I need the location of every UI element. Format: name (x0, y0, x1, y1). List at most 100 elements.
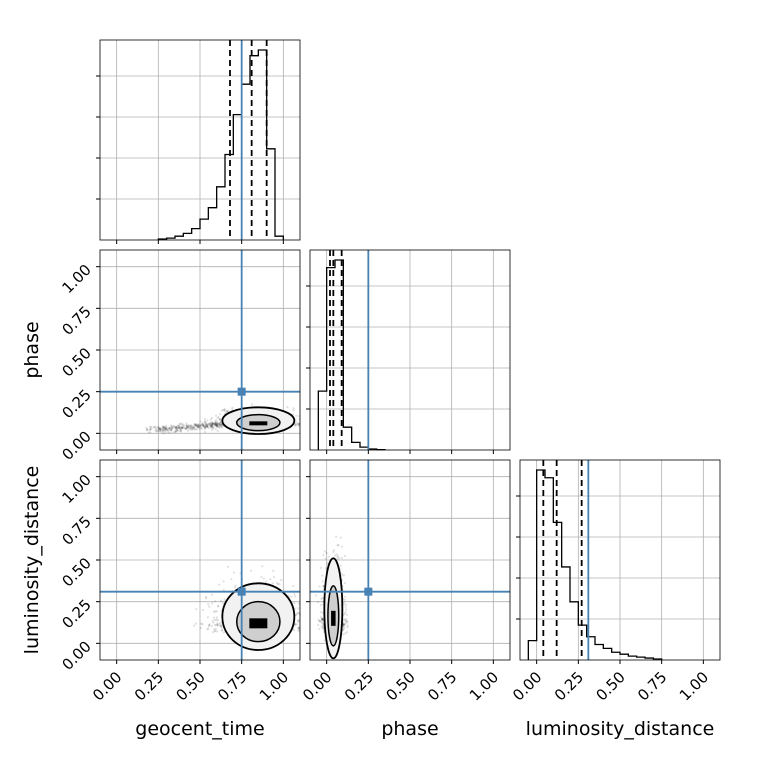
sample-point (214, 600, 217, 603)
sample-point (219, 418, 222, 421)
sample-point (292, 409, 295, 412)
sample-point (222, 588, 225, 592)
sample-point (336, 544, 339, 547)
sample-point (206, 628, 209, 631)
sample-point (219, 423, 222, 426)
sample-point (205, 425, 208, 428)
sample-point (161, 430, 165, 433)
sample-point (208, 423, 212, 426)
sample-point (187, 425, 190, 428)
sample-point (280, 579, 283, 582)
sample-point (210, 426, 213, 429)
sample-point (292, 407, 295, 410)
sample-point (223, 408, 226, 411)
sample-point (264, 580, 268, 583)
sample-point (204, 422, 208, 426)
sample-point (211, 422, 215, 426)
sample-point (170, 426, 174, 429)
sample-point (213, 624, 217, 627)
sample-point (211, 602, 214, 605)
sample-point (223, 408, 226, 411)
sample-point (192, 426, 196, 429)
sample-point (158, 426, 161, 429)
sample-point (222, 409, 225, 412)
sample-point (165, 427, 168, 431)
sample-point (216, 416, 219, 420)
sample-point (174, 426, 177, 429)
sample-point (176, 427, 179, 431)
sample-point (227, 410, 230, 413)
sample-point (214, 424, 217, 428)
sample-point (207, 603, 210, 606)
sample-point (231, 406, 234, 409)
sample-point (208, 623, 211, 627)
tick-label-y: 0.50 (58, 344, 94, 380)
truth-marker (364, 587, 373, 596)
sample-point (212, 616, 216, 619)
sample-point (297, 626, 300, 629)
sample-point (294, 424, 297, 427)
sample-point (209, 421, 212, 425)
sample-point (203, 420, 206, 423)
sample-point (342, 623, 345, 626)
sample-point (179, 430, 182, 433)
sample-point (295, 414, 298, 418)
sample-point (191, 426, 194, 430)
sample-point (175, 425, 178, 429)
sample-point (319, 610, 322, 614)
sample-point (159, 427, 162, 431)
sample-point (342, 623, 345, 626)
sample-point (293, 602, 296, 605)
sample-point (216, 624, 219, 627)
sample-point (208, 424, 212, 427)
sample-point (212, 621, 215, 624)
sample-point (205, 423, 209, 427)
sample-point (215, 618, 218, 621)
sample-point (185, 422, 188, 425)
sample-point (278, 582, 281, 586)
sample-point (343, 627, 346, 631)
sample-point (230, 408, 234, 411)
sample-point (320, 604, 323, 607)
sample-point (157, 427, 161, 431)
sample-point (206, 425, 209, 429)
sample-point (318, 585, 321, 588)
sample-point (149, 431, 152, 434)
sample-point (220, 626, 223, 629)
sample-point (202, 423, 205, 427)
sample-point (158, 426, 161, 430)
sample-point (162, 426, 166, 429)
sample-point (318, 620, 321, 623)
sample-point (269, 577, 272, 581)
sample-point (319, 620, 322, 623)
sample-point (148, 426, 152, 429)
sample-point (197, 425, 200, 428)
sample-point (211, 424, 214, 428)
sample-point (203, 417, 206, 420)
sample-point (163, 429, 167, 432)
tick-label-x: 1.00 (466, 668, 502, 704)
sample-point (216, 425, 219, 428)
sample-point (319, 566, 322, 569)
sample-point (218, 624, 222, 627)
sample-point (322, 624, 325, 627)
sample-point (200, 622, 203, 625)
sample-point (146, 429, 149, 432)
sample-point (214, 422, 218, 425)
sample-point (216, 424, 219, 428)
sample-point (321, 618, 324, 622)
sample-point (220, 629, 224, 632)
sample-point (208, 623, 211, 626)
sample-point (175, 428, 178, 431)
sample-point (145, 426, 148, 429)
sample-point (189, 424, 192, 428)
sample-point (187, 425, 190, 428)
sample-point (199, 626, 203, 630)
sample-point (162, 432, 166, 435)
sample-point (176, 426, 179, 429)
sample-point (204, 597, 208, 600)
sample-point (345, 631, 349, 634)
sample-point (177, 426, 181, 429)
sample-point (170, 431, 173, 434)
